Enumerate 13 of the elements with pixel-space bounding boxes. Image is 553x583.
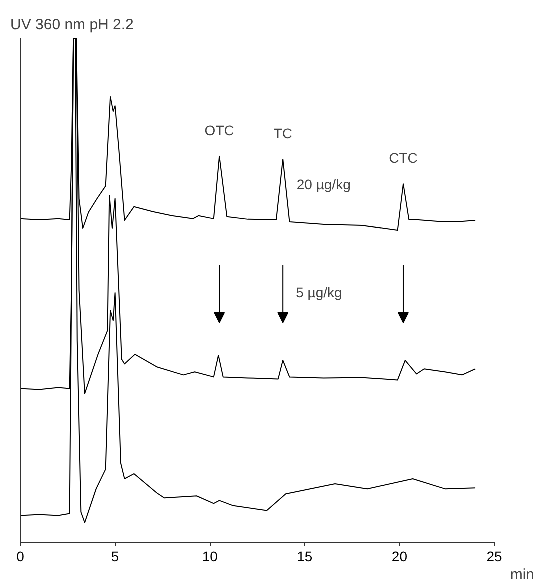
annotation: 5 µg/kg <box>296 284 342 301</box>
chart-title: UV 360 nm pH 2.2 <box>10 16 134 34</box>
x-tick-label: 25 <box>486 548 502 564</box>
x-tick-label: 5 <box>111 548 120 564</box>
annotation: 20 µg/kg <box>296 176 351 192</box>
x-tick-label: 10 <box>202 548 218 564</box>
x-axis-title: min <box>510 566 534 583</box>
x-tick-label: 0 <box>16 548 25 564</box>
annotation: OTC <box>204 122 234 138</box>
x-tick-label: 20 <box>392 548 408 564</box>
annotation: TC <box>274 125 292 142</box>
x-tick-label: 15 <box>297 548 313 564</box>
annotation: CTC <box>389 150 418 166</box>
